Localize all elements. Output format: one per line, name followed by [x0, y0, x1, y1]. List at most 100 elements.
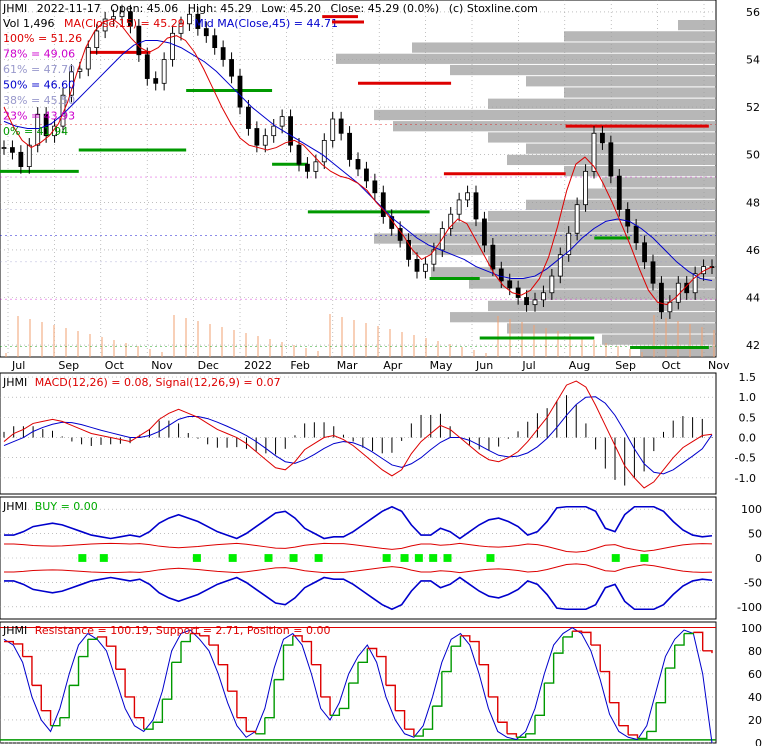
stoch-step — [236, 716, 247, 732]
volume-profile-bar — [678, 20, 716, 31]
price-candle — [321, 140, 327, 163]
header-line-2: Vol 1,496 MA(Close,15) = 45.29 Mid MA(Cl… — [3, 17, 338, 30]
stoch-step — [246, 730, 257, 734]
price-plot — [0, 0, 716, 357]
stoch-step — [618, 725, 629, 735]
stoch-step — [609, 701, 620, 726]
buy-lower-band — [4, 576, 713, 611]
res-tick-label: 80 — [748, 645, 762, 658]
month-tick-label: Dec — [198, 359, 219, 372]
buy-tick-label: 100 — [741, 503, 762, 516]
macd-signal-line — [3, 396, 713, 475]
price-candle — [355, 159, 361, 170]
stoch-step — [227, 690, 238, 718]
price-candle — [448, 213, 454, 229]
stoch-step — [553, 636, 564, 654]
buy-title: JHMI BUY = 0.00 — [2, 500, 98, 513]
price-candle — [650, 261, 656, 284]
buy-plot — [0, 505, 716, 611]
fib-label: 50% = 46.60 — [3, 79, 75, 92]
buy-signal-marker — [78, 554, 87, 562]
price-candle — [246, 106, 251, 129]
symbol: JHMI — [2, 2, 27, 15]
price-candle — [26, 144, 32, 167]
price-candle — [330, 118, 336, 141]
res-tick-label: 0 — [755, 737, 762, 746]
stoch-step — [31, 684, 42, 711]
ma15-line — [3, 18, 713, 306]
stoch-step — [479, 663, 490, 697]
price-candle — [195, 13, 201, 29]
price-candle — [532, 299, 538, 306]
stoch-step — [330, 708, 341, 717]
month-tick-label: Mar — [337, 359, 358, 372]
stoch-step — [320, 696, 331, 716]
price-candle — [414, 259, 420, 272]
volume-profile-bar — [469, 278, 716, 289]
close-value: Close: 45.29 (0.0%) — [331, 2, 440, 15]
stoch-step — [665, 645, 676, 669]
buy-signal-marker — [99, 554, 108, 562]
price-candle — [212, 35, 218, 49]
buy-signal-marker — [314, 554, 323, 562]
price-candle — [85, 47, 91, 70]
stoch-step — [451, 635, 462, 647]
stoch-step — [413, 729, 424, 737]
price-candle — [338, 118, 344, 134]
buy-symbol: JHMI — [2, 500, 27, 513]
stoch-step — [348, 662, 359, 684]
stoch-step — [656, 668, 667, 704]
price-candle — [296, 144, 302, 165]
stoch-step — [376, 655, 387, 686]
price-candle — [170, 32, 175, 60]
stoch-step — [367, 647, 378, 657]
price-candle — [136, 25, 142, 56]
price-candle — [187, 13, 192, 25]
month-tick-label: Feb — [290, 359, 309, 372]
macd-tick-label: -0.5 — [735, 452, 756, 465]
stoch-step — [255, 717, 266, 735]
price-candle — [608, 142, 614, 177]
stoch-step — [674, 633, 685, 646]
price-candle — [271, 125, 277, 137]
volume-profile-bar — [450, 222, 716, 233]
low-value: Low: 45.20 — [261, 2, 321, 15]
stoch-step — [4, 640, 15, 644]
price-candle — [549, 275, 555, 294]
price-candle — [692, 273, 698, 294]
price-candle — [10, 147, 15, 153]
macd-tick-label: 1.5 — [739, 371, 757, 384]
volume-profile-bar — [374, 109, 716, 121]
price-candle — [566, 232, 572, 256]
stoch-step — [693, 631, 704, 651]
res-tick-label: 40 — [748, 691, 762, 704]
stoch-step — [13, 643, 24, 657]
volume-profile-bar — [450, 64, 716, 76]
stoch-step — [535, 683, 546, 717]
stoch-step — [153, 699, 164, 723]
fib-label: 23% = 43.93 — [3, 110, 75, 123]
fib-level-labels: 100% = 51.26 78% = 49.06 61% = 47.70 50% = … — [3, 32, 82, 138]
stoch-step — [432, 671, 443, 707]
price-candle — [220, 47, 226, 60]
macd-indicator-label: MACD(12,26) = 0.08, Signal(12,26,9) = 0.… — [35, 376, 281, 389]
res-tick-label: 100 — [741, 622, 762, 635]
stoch-step — [460, 635, 471, 642]
stoch-step — [78, 639, 89, 658]
price-candle — [254, 128, 260, 146]
month-tick-label: Oct — [105, 359, 125, 372]
volume-profile-bar — [583, 188, 716, 199]
res-tick-label: 20 — [748, 714, 762, 727]
buy-signal-marker — [400, 554, 409, 562]
stoch-step — [115, 668, 126, 697]
stoch-step — [69, 656, 80, 687]
stoch-step — [134, 716, 145, 730]
price-candle — [364, 168, 369, 182]
price-candle — [94, 30, 100, 49]
stoch-step — [171, 641, 182, 664]
price-candle — [1, 147, 7, 149]
month-tick-label: Sep — [58, 359, 79, 372]
volume-label: Vol 1,496 — [3, 17, 54, 30]
month-tick-label: Aug — [569, 359, 590, 372]
